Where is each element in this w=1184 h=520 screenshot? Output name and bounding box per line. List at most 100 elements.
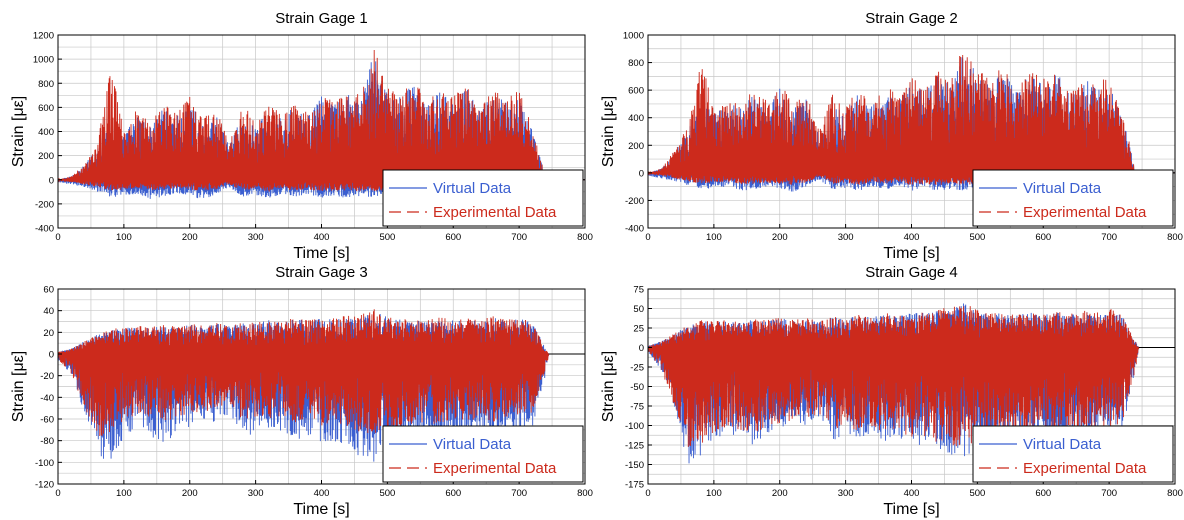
y-tick-label: -120: [35, 480, 54, 491]
y-tick-label: 1200: [33, 31, 54, 42]
x-tick-label: 600: [1035, 488, 1051, 499]
x-tick-label: 0: [55, 232, 60, 243]
y-tick-label: 600: [38, 103, 54, 114]
y-tick-label: -100: [625, 421, 644, 432]
legend-label-experimental-data: Experimental Data: [433, 460, 557, 477]
x-axis-label: Time [s]: [883, 245, 939, 262]
x-tick-label: 300: [838, 232, 854, 243]
y-tick-label: -175: [625, 480, 644, 491]
x-tick-label: 400: [904, 232, 920, 243]
y-tick-label: -400: [625, 224, 644, 235]
x-tick-label: 800: [1167, 488, 1183, 499]
y-tick-label: -75: [630, 402, 644, 413]
x-tick-label: 600: [445, 488, 461, 499]
x-tick-label: 800: [577, 232, 593, 243]
y-tick-label: 60: [43, 285, 54, 296]
y-tick-label: -25: [630, 363, 644, 374]
x-tick-label: 700: [1101, 232, 1117, 243]
y-tick-label: 200: [628, 141, 644, 152]
y-tick-label: 0: [49, 350, 54, 361]
x-tick-label: 100: [706, 488, 722, 499]
legend-label-virtual-data: Virtual Data: [1023, 436, 1102, 453]
y-axis-label: Strain [με]: [10, 96, 27, 167]
y-tick-label: 400: [628, 113, 644, 124]
x-tick-label: 500: [969, 488, 985, 499]
legend-box: [972, 425, 1174, 483]
x-tick-label: 300: [248, 488, 264, 499]
x-axis-label: Time [s]: [883, 501, 939, 518]
y-tick-label: -125: [625, 441, 644, 452]
x-tick-label: 700: [511, 488, 527, 499]
legend-box: [382, 425, 584, 483]
chart-panel-1: 0 100 200 300 400 500 600 700 800 -400 -200 0 200 400…: [10, 10, 593, 262]
y-tick-label: 25: [633, 324, 644, 335]
y-tick-label: 40: [43, 306, 54, 317]
y-tick-label: -20: [40, 371, 54, 382]
x-tick-label: 500: [379, 488, 395, 499]
y-axis-label: Strain [με]: [600, 96, 617, 167]
y-tick-label: 600: [628, 86, 644, 97]
x-tick-label: 100: [116, 232, 132, 243]
y-tick-label: 800: [38, 79, 54, 90]
chart-title: Strain Gage 4: [865, 264, 958, 281]
y-tick-label: -50: [630, 382, 644, 393]
x-tick-label: 0: [645, 488, 650, 499]
x-tick-label: 0: [55, 488, 60, 499]
chart-title: Strain Gage 1: [275, 10, 368, 27]
legend: Virtual Data Experimental Data: [382, 169, 584, 227]
legend-box: [972, 169, 1174, 227]
x-tick-label: 500: [969, 232, 985, 243]
x-axis-label: Time [s]: [293, 245, 349, 262]
y-axis-label: Strain [με]: [10, 351, 27, 422]
x-tick-label: 600: [1035, 232, 1051, 243]
x-tick-label: 400: [904, 488, 920, 499]
x-tick-label: 400: [314, 232, 330, 243]
legend: Virtual Data Experimental Data: [382, 425, 584, 483]
y-tick-label: -200: [625, 196, 644, 207]
legend-label-virtual-data: Virtual Data: [1023, 180, 1102, 197]
y-tick-label: -100: [35, 458, 54, 469]
x-tick-label: 600: [445, 232, 461, 243]
x-tick-label: 100: [116, 488, 132, 499]
series-line-experimental-data: [648, 55, 1175, 185]
series-line-experimental-data: [648, 306, 1175, 447]
y-tick-label: 200: [38, 151, 54, 162]
x-tick-label: 200: [772, 232, 788, 243]
y-tick-label: -80: [40, 436, 54, 447]
chart-title: Strain Gage 3: [275, 264, 368, 281]
y-tick-label: 1000: [33, 55, 54, 66]
y-tick-label: 0: [639, 168, 644, 179]
x-tick-label: 200: [772, 488, 788, 499]
legend-label-experimental-data: Experimental Data: [433, 204, 557, 221]
x-tick-label: 400: [314, 488, 330, 499]
chart-title: Strain Gage 2: [865, 10, 958, 27]
x-tick-label: 300: [248, 232, 264, 243]
x-tick-label: 0: [645, 232, 650, 243]
x-tick-label: 800: [577, 488, 593, 499]
y-tick-label: 800: [628, 58, 644, 69]
chart-panel-2: 0 100 200 300 400 500 600 700 800 -400 -200 0 200 400…: [600, 10, 1183, 262]
x-tick-label: 800: [1167, 232, 1183, 243]
chart-panel-4: 0 100 200 300 400 500 600 700 800-175-150-125-10…: [600, 264, 1183, 518]
y-tick-label: 1000: [623, 31, 644, 42]
x-tick-label: 700: [511, 232, 527, 243]
x-tick-label: 300: [838, 488, 854, 499]
x-tick-label: 200: [182, 232, 198, 243]
y-tick-label: 0: [49, 175, 54, 186]
y-tick-label: -40: [40, 393, 54, 404]
legend: Virtual Data Experimental Data: [972, 425, 1174, 483]
x-tick-label: 100: [706, 232, 722, 243]
y-tick-label: 20: [43, 328, 54, 339]
y-tick-label: -400: [35, 224, 54, 235]
y-tick-label: 400: [38, 127, 54, 138]
x-axis-label: Time [s]: [293, 501, 349, 518]
y-tick-label: 0: [639, 343, 644, 354]
series-line-experimental-data: [58, 49, 585, 192]
legend-label-virtual-data: Virtual Data: [433, 436, 512, 453]
series-line-experimental-data: [58, 309, 585, 437]
y-tick-label: -150: [625, 460, 644, 471]
y-tick-label: -60: [40, 415, 54, 426]
y-tick-label: -200: [35, 199, 54, 210]
legend: Virtual Data Experimental Data: [972, 169, 1174, 227]
